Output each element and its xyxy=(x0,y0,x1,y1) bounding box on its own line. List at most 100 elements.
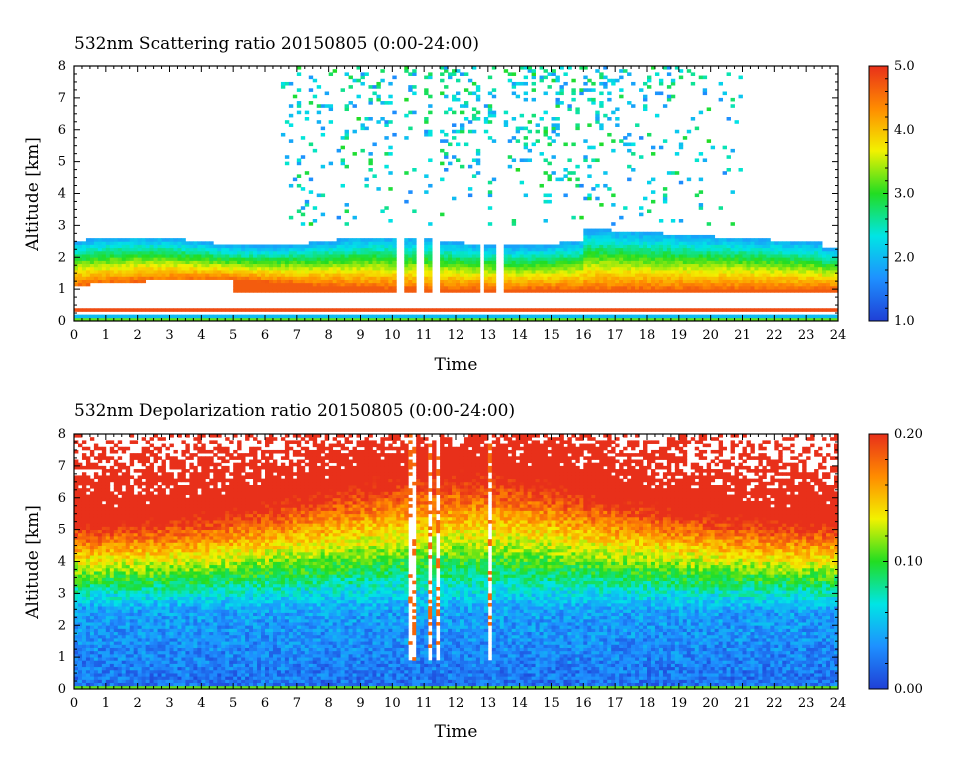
heatmap-cell xyxy=(241,254,245,258)
heatmap-cell xyxy=(329,248,333,252)
heatmap-cell xyxy=(361,251,365,255)
heatmap-cell xyxy=(245,251,249,255)
heatmap-cell xyxy=(794,245,798,249)
heatmap-cell xyxy=(695,251,699,255)
heatmap-cell xyxy=(583,248,587,252)
heatmap-cell xyxy=(703,251,707,255)
heatmap-cell xyxy=(122,254,126,258)
heatmap-cell xyxy=(655,267,659,271)
heatmap-cell xyxy=(98,267,102,271)
heatmap-cell xyxy=(555,123,559,127)
heatmap-cell xyxy=(94,254,98,258)
heatmap-cell xyxy=(555,273,559,277)
heatmap-cell xyxy=(253,289,257,293)
heatmap-cell xyxy=(559,273,563,277)
heatmap-cell xyxy=(739,264,743,268)
heatmap-cell xyxy=(94,625,98,629)
heatmap-cell xyxy=(452,241,456,245)
heatmap-cell xyxy=(341,273,345,277)
heatmap-cell xyxy=(571,273,575,277)
heatmap-cell xyxy=(269,273,273,277)
heatmap-cell xyxy=(325,280,329,284)
heatmap-cell xyxy=(380,276,384,280)
heatmap-cell xyxy=(197,270,201,274)
heatmap-cell xyxy=(130,308,134,312)
heatmap-cell xyxy=(257,254,261,258)
x-tick-label: 6 xyxy=(261,328,269,343)
heatmap-cell xyxy=(559,241,563,245)
heatmap-cell xyxy=(185,245,189,249)
heatmap-cell xyxy=(615,254,619,258)
heatmap-cell xyxy=(273,273,277,277)
heatmap-cell xyxy=(154,308,158,312)
heatmap-cell xyxy=(794,260,798,264)
heatmap-cell xyxy=(727,168,731,172)
heatmap-cell xyxy=(615,257,619,261)
heatmap-cell xyxy=(253,254,257,258)
heatmap-cell xyxy=(170,267,174,271)
heatmap-cell xyxy=(810,251,814,255)
heatmap-cell xyxy=(822,251,826,255)
heatmap-cell xyxy=(368,117,372,121)
heatmap-cell xyxy=(90,257,94,261)
heatmap-cell xyxy=(301,276,305,280)
heatmap-cell xyxy=(484,308,488,312)
heatmap-cell xyxy=(782,251,786,255)
heatmap-cell xyxy=(349,241,353,245)
heatmap-cell xyxy=(130,273,134,277)
heatmap-cell xyxy=(317,280,321,284)
scattering-ratio-x-ticks: 0 1 2 3 4 5 6 7 8 9 10 11 12 13 14 15 16 17 18 19 20 21 22 23 24 xyxy=(70,66,846,343)
heatmap-cell xyxy=(615,107,619,111)
heatmap-cell xyxy=(571,257,575,261)
heatmap-cell xyxy=(647,245,651,249)
heatmap-cell xyxy=(675,289,679,293)
heatmap-cell xyxy=(345,289,349,293)
heatmap-cell xyxy=(603,232,607,236)
heatmap-cell xyxy=(309,251,313,255)
heatmap-cell xyxy=(786,280,790,284)
heatmap-cell xyxy=(567,280,571,284)
heatmap-cell xyxy=(357,95,361,99)
heatmap-cell xyxy=(82,590,86,594)
heatmap-cell xyxy=(444,286,448,290)
heatmap-cell xyxy=(544,245,548,249)
heatmap-cell xyxy=(82,587,86,591)
heatmap-cell xyxy=(94,568,98,572)
heatmap-cell xyxy=(770,251,774,255)
heatmap-cell xyxy=(134,308,138,312)
heatmap-cell xyxy=(444,139,448,143)
heatmap-cell xyxy=(552,286,556,290)
heatmap-cell xyxy=(456,69,460,73)
heatmap-cell xyxy=(508,267,512,271)
heatmap-cell xyxy=(440,149,444,153)
heatmap-cell xyxy=(297,162,301,166)
heatmap-cell xyxy=(185,264,189,268)
heatmap-cell xyxy=(532,276,536,280)
heatmap-cell xyxy=(464,117,468,121)
heatmap-cell xyxy=(615,315,619,319)
heatmap-cell xyxy=(408,267,412,271)
heatmap-cell xyxy=(82,485,86,489)
heatmap-cell xyxy=(102,238,106,242)
heatmap-cell xyxy=(74,498,78,502)
heatmap-cell xyxy=(595,111,599,115)
heatmap-cell xyxy=(428,130,432,134)
heatmap-cell xyxy=(631,286,635,290)
heatmap-cell xyxy=(384,248,388,252)
heatmap-cell xyxy=(388,286,392,290)
heatmap-cell xyxy=(802,260,806,264)
heatmap-cell xyxy=(289,280,293,284)
heatmap-cell xyxy=(372,248,376,252)
heatmap-cell xyxy=(245,289,249,293)
heatmap-cell xyxy=(205,264,209,268)
heatmap-cell xyxy=(86,460,90,464)
heatmap-cell xyxy=(567,241,571,245)
heatmap-cell xyxy=(603,308,607,312)
heatmap-cell xyxy=(368,286,372,290)
heatmap-cell xyxy=(536,254,540,258)
heatmap-cell xyxy=(388,152,392,156)
heatmap-cell xyxy=(102,613,106,617)
heatmap-cell xyxy=(98,657,102,661)
heatmap-cell xyxy=(376,260,380,264)
heatmap-cell xyxy=(361,127,365,131)
